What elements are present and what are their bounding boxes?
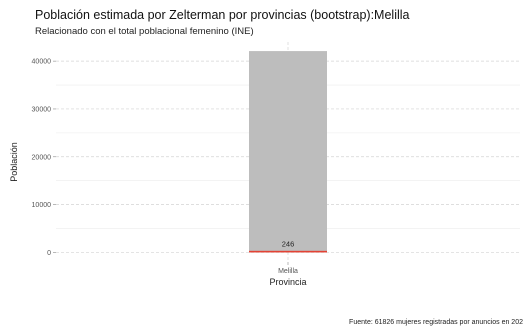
- y-tick-label: 30000: [32, 106, 52, 113]
- x-tick-label: Melilla: [278, 268, 298, 275]
- y-axis-title: Población: [9, 142, 19, 182]
- chart-caption: Fuente: 61826 mujeres registradas por an…: [349, 319, 523, 326]
- x-axis-title: Provincia: [269, 277, 306, 287]
- chart-title: Población estimada por Zelterman por pro…: [35, 8, 410, 22]
- y-tick-label: 10000: [32, 202, 52, 209]
- y-tick-label: 20000: [32, 154, 52, 161]
- y-tick-label: 0: [47, 250, 51, 257]
- chart-subtitle: Relacionado con el total poblacional fem…: [35, 26, 254, 37]
- bar-total-population: [249, 51, 327, 253]
- bar-estimated-population: [249, 250, 327, 253]
- y-tick-label: 40000: [32, 59, 52, 66]
- data-label: 246: [282, 239, 295, 248]
